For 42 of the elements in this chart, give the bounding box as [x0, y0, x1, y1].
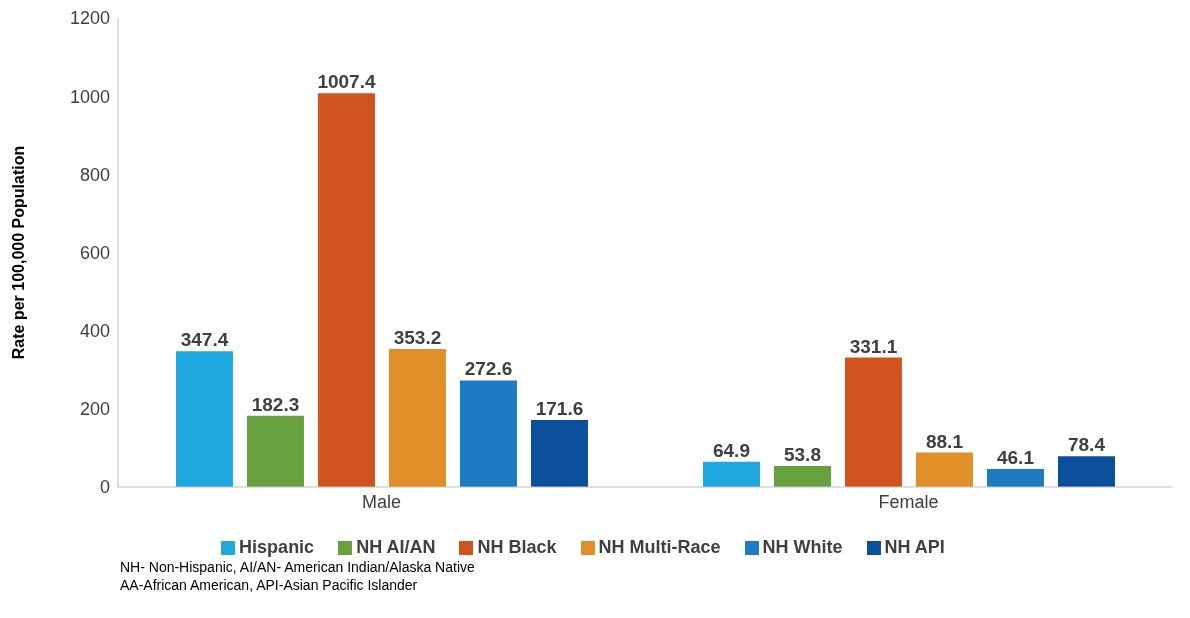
legend-label: NH White: [762, 537, 843, 557]
bar: [175, 351, 233, 487]
text: NH- Non-Hispanic, AI/AN- American Indian/Alaska Native: [120, 558, 476, 576]
data-label: 331.1: [849, 335, 898, 357]
bar: [1057, 456, 1115, 487]
y-tick-label: 200: [79, 399, 110, 420]
bar: [246, 415, 304, 487]
data-label: 53.8: [783, 443, 821, 465]
y-tick-label: 1000: [69, 86, 110, 107]
data-label: 88.1: [925, 430, 964, 452]
legend-label: Hispanic: [239, 537, 315, 557]
data-label: 46.1: [996, 446, 1035, 468]
bar: [773, 465, 831, 487]
x-tick-label: Male: [361, 491, 402, 512]
legend-label: NH API: [884, 537, 945, 557]
y-tick-label: 0: [99, 477, 110, 498]
bar: [459, 380, 517, 487]
bar: [530, 419, 588, 487]
legend-label: NH AI/AN: [356, 537, 436, 557]
bar: [844, 357, 902, 487]
bar: [702, 461, 760, 487]
data-label: 353.2: [393, 326, 442, 348]
data-label: 171.6: [535, 397, 584, 419]
data-label: 64.9: [712, 439, 750, 461]
data-label: 78.4: [1067, 434, 1106, 456]
data-label: 272.6: [464, 358, 513, 380]
y-tick-label: 1200: [69, 8, 110, 29]
text: AA-African American, API-Asian Pacific Islander: [120, 576, 419, 594]
x-tick-label: Female: [878, 491, 939, 512]
bar: [388, 348, 446, 487]
y-axis-title: Rate per 100,000 Population: [9, 145, 27, 360]
bar: [986, 468, 1044, 487]
bar: [915, 452, 973, 487]
data-label: 182.3: [251, 393, 300, 415]
y-tick-label: 600: [79, 242, 110, 263]
bar: [317, 93, 375, 487]
legend-label: NH Multi-Race: [598, 537, 721, 557]
y-tick-label: 400: [79, 321, 110, 342]
data-label: 347.4: [180, 329, 229, 351]
legend-label: NH Black: [477, 537, 557, 557]
data-label: 1007.4: [317, 71, 376, 93]
y-tick-label: 800: [79, 164, 110, 185]
